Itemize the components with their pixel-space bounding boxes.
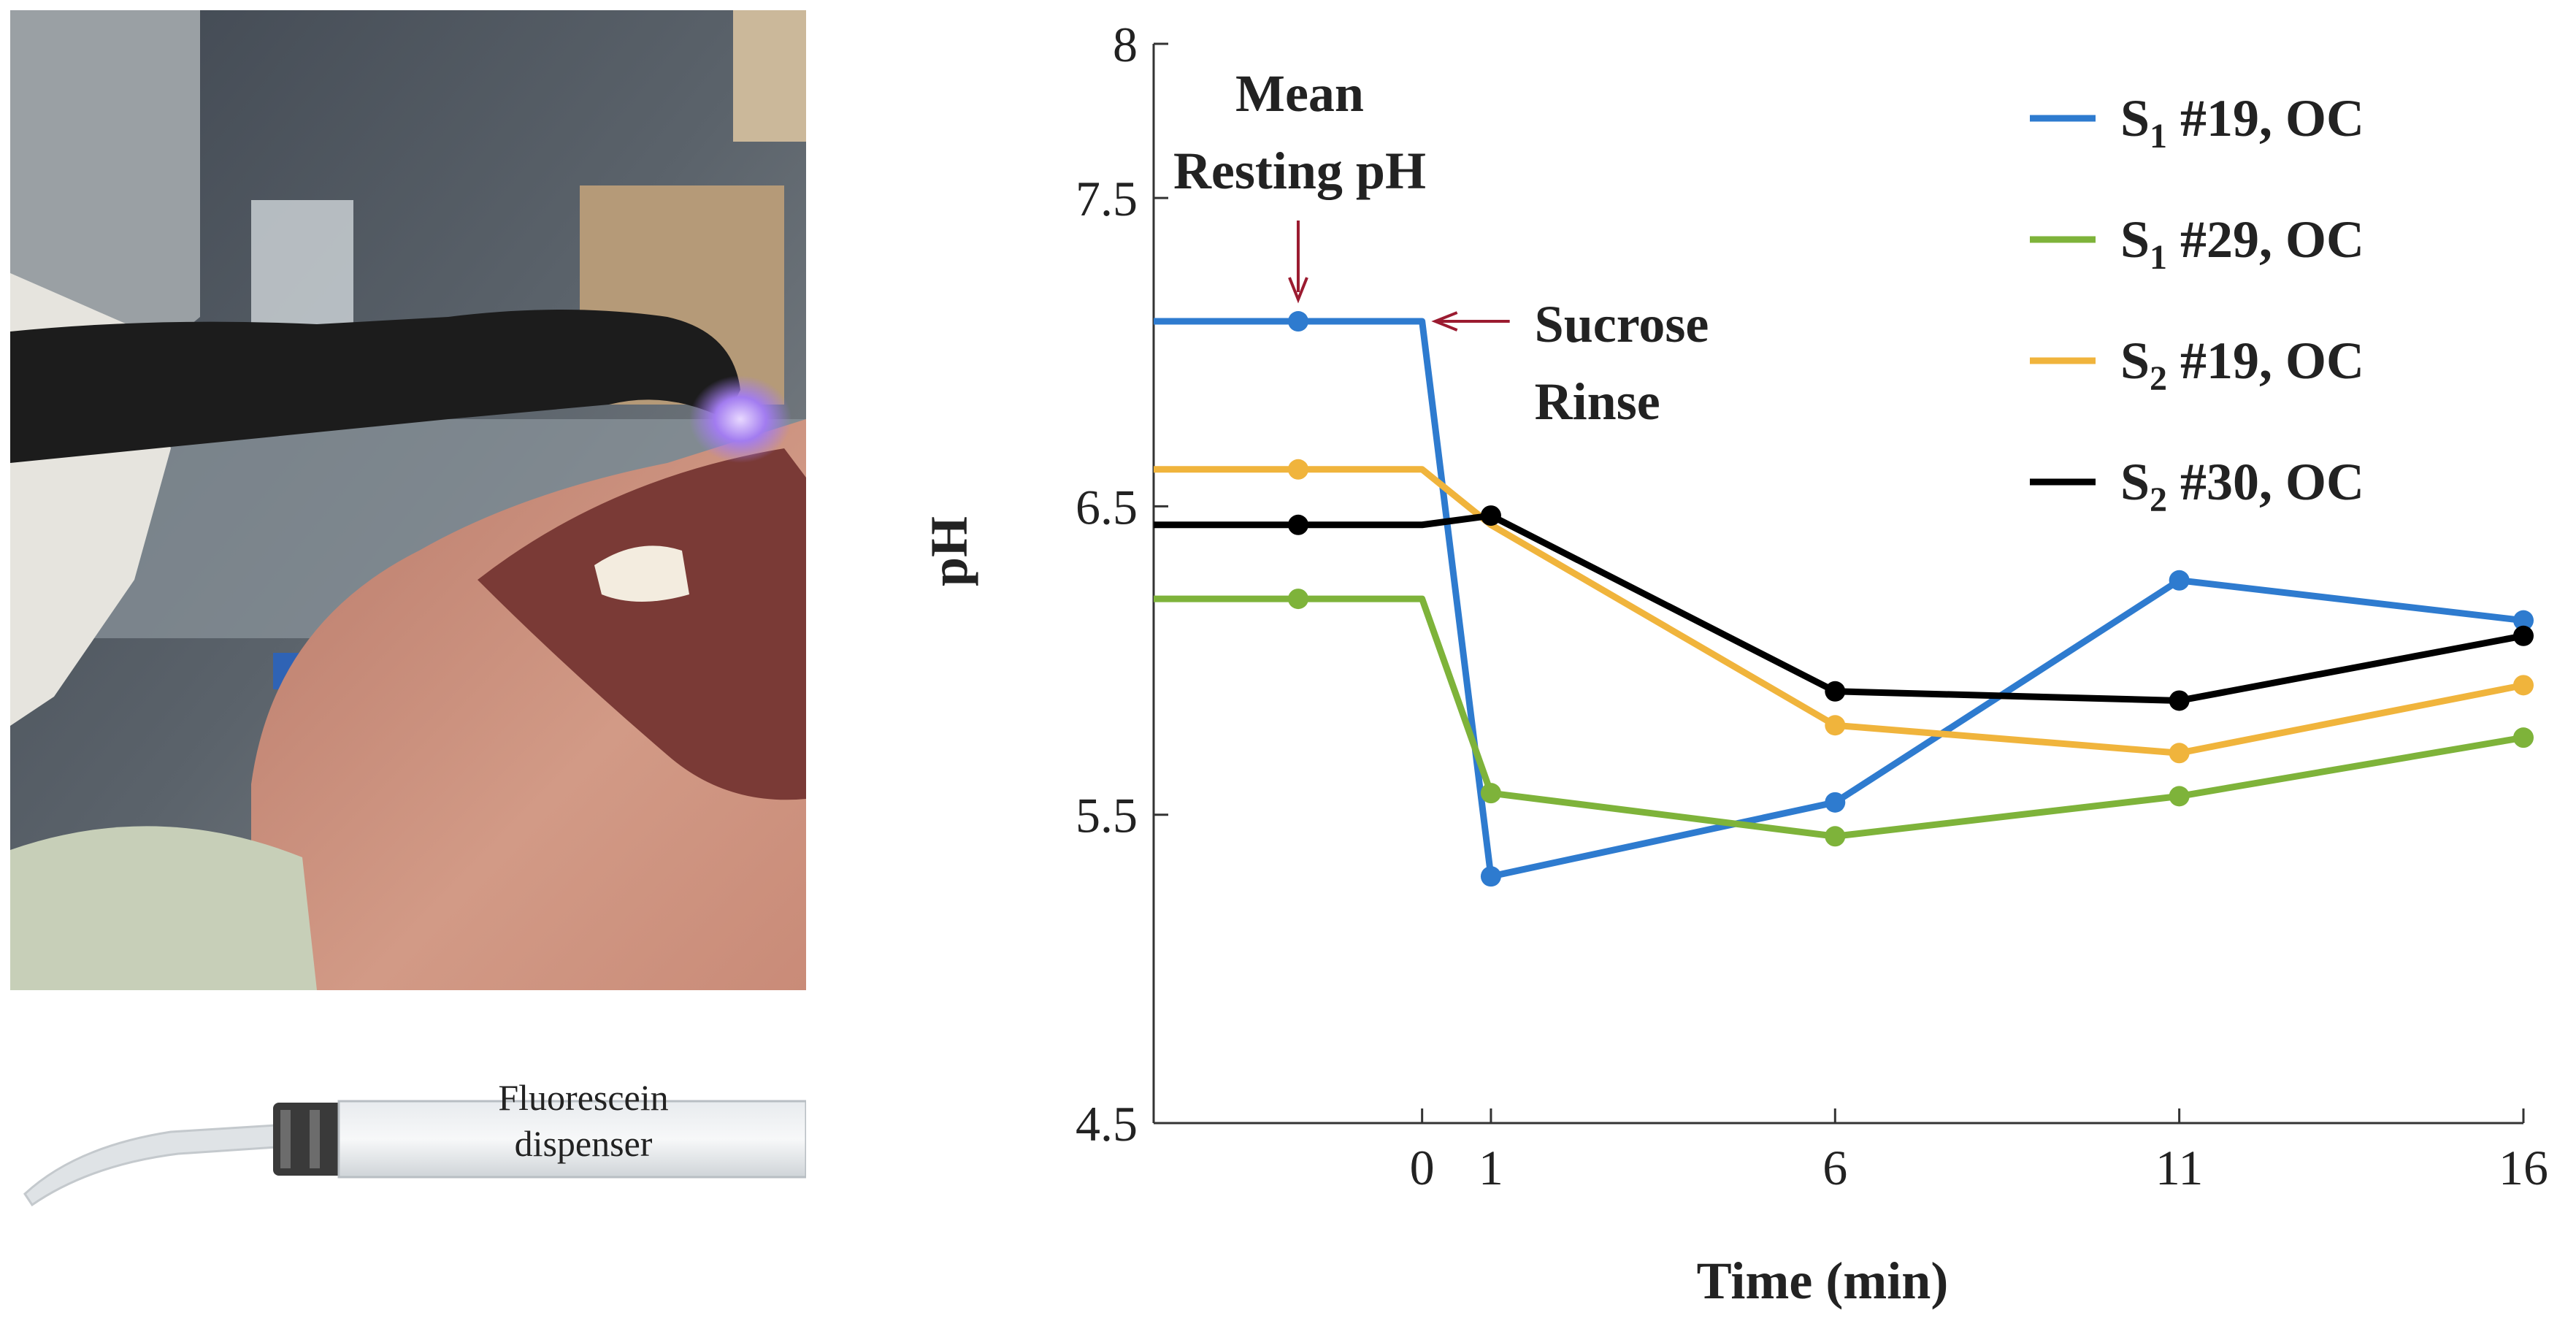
data-point — [1825, 792, 1846, 813]
y-tick-label: 8 — [1113, 17, 1138, 72]
data-point — [2169, 786, 2190, 807]
data-point — [2513, 675, 2534, 696]
patient-clothing — [10, 826, 317, 990]
data-point — [2169, 690, 2190, 711]
syringe-label-line2: dispenser — [515, 1123, 653, 1164]
data-point — [1825, 826, 1846, 847]
data-point — [2169, 570, 2190, 591]
x-tick-label: 1 — [1479, 1140, 1503, 1195]
data-point — [1825, 681, 1846, 702]
series-line-1 — [1154, 318, 2524, 880]
syringe-label-line1: Fluorescein — [498, 1077, 668, 1118]
data-point — [1480, 505, 1501, 526]
annotation-sucrose-line2: Rinse — [1535, 372, 1660, 431]
legend-label-4: S2 #30, OC — [2120, 453, 2364, 519]
data-point — [1480, 866, 1501, 887]
data-point — [2513, 625, 2534, 646]
x-tick-label: 11 — [2155, 1140, 2203, 1195]
data-point — [1287, 589, 1308, 610]
patient-mouth — [478, 448, 806, 800]
y-tick-label: 5.5 — [1076, 788, 1138, 843]
data-point — [1287, 459, 1308, 480]
x-tick-label: 0 — [1410, 1140, 1435, 1195]
y-tick-label: 6.5 — [1076, 479, 1138, 535]
chart-annotations: Mean Resting pH Sucrose Rinse — [1173, 64, 1709, 431]
x-axis-label: Time (min) — [1697, 1252, 1949, 1310]
y-axis-label: pH — [920, 516, 978, 586]
legend-label-1: S1 #19, OC — [2120, 89, 2364, 156]
y-tick-label: 7.5 — [1076, 171, 1138, 226]
x-tick-label: 6 — [1822, 1140, 1847, 1195]
annotation-arrow-head — [1431, 311, 1458, 332]
series-line-3 — [1154, 466, 2524, 757]
legend-label-2: S1 #29, OC — [2120, 210, 2364, 277]
data-point — [2513, 610, 2534, 631]
series-line-4 — [1154, 512, 2524, 704]
background-shelf — [733, 10, 806, 142]
data-point — [1287, 311, 1308, 332]
data-point — [2513, 727, 2534, 748]
chart-series — [1154, 311, 2534, 887]
probe-light-glow — [689, 375, 791, 463]
data-point — [1480, 783, 1501, 804]
legend-label-3: S2 #19, OC — [2120, 332, 2364, 398]
series-line-2 — [1154, 595, 2524, 840]
x-tick-label: 16 — [2499, 1140, 2548, 1195]
annotation-mean-line1: Mean — [1235, 64, 1364, 123]
data-point — [2169, 743, 2190, 764]
annotation-arrow-head — [1288, 277, 1308, 304]
teeth — [594, 545, 689, 602]
annotation-sucrose-line1: Sucrose — [1535, 295, 1709, 353]
chart-axes: 4.55.56.57.580 1 6 11 16 — [1076, 17, 2548, 1195]
chart-legend: S1 #19, OC S1 #29, OC S2 #19, OC S2 #30, OC — [2030, 89, 2364, 519]
syringe-photo: Fluorescein dispenser — [10, 1044, 806, 1227]
syringe-barrel — [337, 1100, 806, 1179]
intraoral-photo — [10, 10, 806, 990]
fiber-probe — [10, 310, 740, 463]
y-tick-label: 4.5 — [1076, 1096, 1138, 1152]
data-point — [1287, 514, 1308, 535]
data-point — [1825, 715, 1846, 736]
annotation-mean-line2: Resting pH — [1173, 142, 1426, 200]
